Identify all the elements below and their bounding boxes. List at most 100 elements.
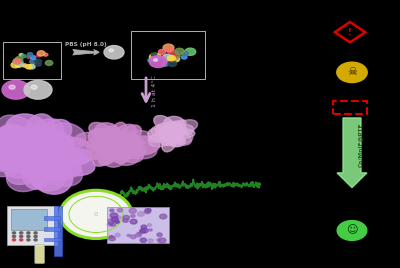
Circle shape — [34, 235, 37, 237]
Circle shape — [14, 59, 21, 64]
Circle shape — [109, 49, 114, 52]
Ellipse shape — [22, 134, 49, 152]
Circle shape — [154, 59, 158, 61]
Circle shape — [140, 229, 145, 233]
Text: 1 h at 4°C: 1 h at 4°C — [152, 75, 157, 107]
Circle shape — [22, 55, 26, 58]
Ellipse shape — [166, 131, 185, 137]
Ellipse shape — [100, 138, 127, 149]
Circle shape — [110, 209, 114, 212]
Ellipse shape — [149, 132, 173, 147]
Circle shape — [185, 48, 196, 55]
Circle shape — [109, 236, 113, 238]
Ellipse shape — [51, 148, 92, 165]
Circle shape — [146, 209, 151, 212]
Circle shape — [30, 59, 37, 64]
Ellipse shape — [0, 129, 34, 157]
Circle shape — [136, 233, 142, 237]
Circle shape — [158, 238, 166, 243]
Circle shape — [36, 63, 41, 66]
Circle shape — [116, 221, 119, 223]
Ellipse shape — [112, 140, 127, 154]
Ellipse shape — [112, 122, 127, 139]
Ellipse shape — [11, 132, 42, 154]
Ellipse shape — [169, 125, 187, 137]
Ellipse shape — [95, 123, 121, 142]
Circle shape — [11, 62, 19, 68]
Circle shape — [144, 209, 151, 214]
Circle shape — [170, 56, 180, 62]
Ellipse shape — [0, 135, 22, 160]
Ellipse shape — [6, 158, 49, 192]
Ellipse shape — [22, 158, 49, 189]
Ellipse shape — [29, 157, 73, 194]
Ellipse shape — [27, 146, 64, 162]
Ellipse shape — [156, 123, 172, 135]
Ellipse shape — [120, 140, 142, 150]
Circle shape — [151, 53, 157, 57]
Circle shape — [138, 212, 144, 216]
Ellipse shape — [117, 125, 141, 146]
Circle shape — [24, 80, 52, 99]
Text: o: o — [94, 211, 98, 217]
Circle shape — [12, 235, 16, 237]
Ellipse shape — [122, 142, 146, 158]
FancyBboxPatch shape — [107, 207, 169, 243]
Circle shape — [123, 219, 128, 222]
FancyBboxPatch shape — [44, 238, 60, 241]
Ellipse shape — [6, 147, 51, 184]
Circle shape — [18, 61, 24, 65]
Text: PBS (pH 8.0): PBS (pH 8.0) — [65, 42, 107, 47]
Ellipse shape — [169, 120, 186, 136]
Ellipse shape — [109, 145, 130, 163]
Circle shape — [145, 208, 151, 211]
Circle shape — [28, 53, 33, 56]
Ellipse shape — [120, 141, 157, 159]
Ellipse shape — [154, 116, 174, 131]
Ellipse shape — [92, 140, 118, 154]
Circle shape — [2, 80, 30, 99]
Circle shape — [31, 85, 37, 89]
Text: ☺: ☺ — [346, 225, 358, 236]
Ellipse shape — [38, 135, 74, 157]
Circle shape — [172, 51, 179, 56]
Circle shape — [153, 54, 160, 59]
Circle shape — [106, 136, 130, 153]
Circle shape — [110, 221, 115, 224]
Ellipse shape — [162, 134, 177, 152]
Ellipse shape — [109, 140, 124, 159]
Circle shape — [149, 229, 152, 231]
Circle shape — [110, 223, 116, 226]
Ellipse shape — [0, 147, 44, 177]
Circle shape — [167, 49, 174, 53]
Circle shape — [108, 221, 114, 225]
Circle shape — [168, 55, 175, 61]
Circle shape — [34, 239, 37, 241]
Ellipse shape — [8, 137, 43, 159]
Ellipse shape — [111, 134, 128, 151]
Ellipse shape — [159, 135, 176, 146]
Circle shape — [20, 235, 23, 237]
FancyBboxPatch shape — [44, 216, 60, 220]
Circle shape — [148, 58, 153, 62]
Ellipse shape — [116, 131, 151, 147]
Circle shape — [130, 219, 137, 224]
Ellipse shape — [23, 149, 45, 166]
Circle shape — [160, 214, 167, 219]
Circle shape — [175, 48, 184, 55]
Circle shape — [141, 225, 146, 229]
Ellipse shape — [164, 116, 184, 129]
Circle shape — [37, 54, 41, 57]
Circle shape — [110, 213, 118, 218]
Circle shape — [148, 239, 153, 243]
Ellipse shape — [167, 121, 183, 134]
Circle shape — [123, 215, 130, 220]
Circle shape — [15, 62, 23, 67]
Ellipse shape — [87, 138, 113, 150]
Ellipse shape — [0, 124, 30, 146]
Circle shape — [147, 224, 152, 226]
Circle shape — [181, 55, 187, 59]
Ellipse shape — [76, 132, 115, 148]
Circle shape — [149, 56, 167, 68]
Circle shape — [13, 58, 22, 64]
